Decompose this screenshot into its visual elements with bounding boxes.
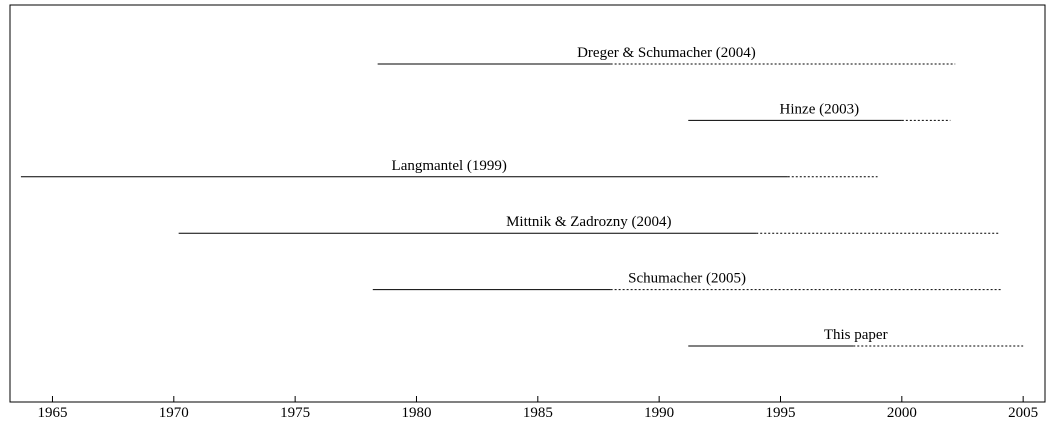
x-tick-label: 1990 <box>644 405 674 421</box>
range-label: This paper <box>824 327 888 343</box>
range-label: Mittnik & Zadrozny (2004) <box>506 214 671 230</box>
range-label: Dreger & Schumacher (2004) <box>577 45 756 61</box>
x-tick-label: 1985 <box>523 405 553 421</box>
range-label: Schumacher (2005) <box>628 271 746 287</box>
range-label: Langmantel (1999) <box>392 158 507 174</box>
x-tick-label: 1975 <box>280 405 310 421</box>
x-tick-label: 1995 <box>765 405 795 421</box>
x-tick-label: 2000 <box>887 405 917 421</box>
x-tick-label: 2005 <box>1008 405 1038 421</box>
plot-frame <box>9 4 1046 403</box>
x-tick-label: 1965 <box>37 405 67 421</box>
range-label: Hinze (2003) <box>780 101 860 117</box>
x-tick-label: 1970 <box>159 405 189 421</box>
x-tick-label: 1980 <box>401 405 431 421</box>
